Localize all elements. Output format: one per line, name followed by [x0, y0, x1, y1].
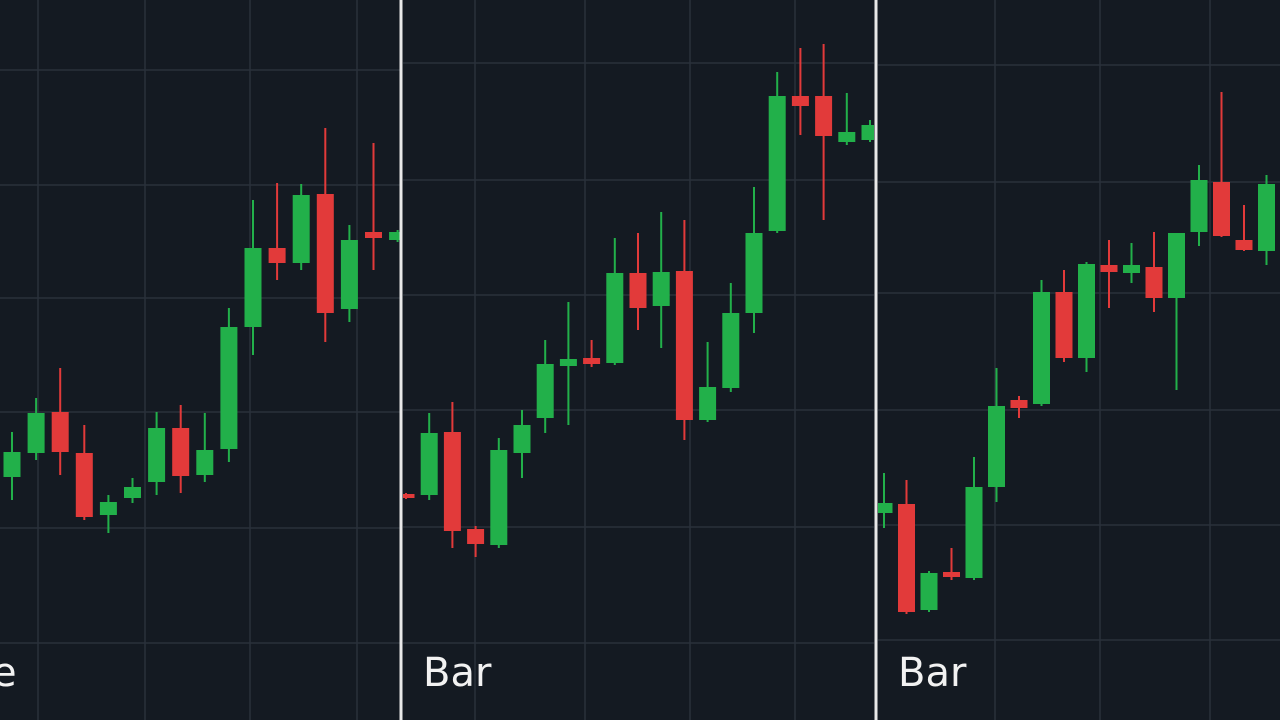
panel-label: e: [0, 650, 17, 696]
candle-body: [268, 248, 286, 263]
candlestick-panel: Bar: [878, 0, 1280, 720]
candle-body: [365, 232, 382, 238]
candle-body: [652, 272, 670, 306]
candle-body: [1213, 182, 1230, 236]
candlestick-panel: e: [0, 0, 400, 720]
candle-body: [838, 132, 856, 142]
panel-label: Bar: [898, 650, 967, 696]
candle-body: [27, 413, 45, 453]
candle-body: [443, 432, 461, 531]
candle-body: [745, 233, 763, 313]
candle-body: [1190, 180, 1208, 232]
candle-body: [1055, 292, 1073, 358]
candle-body: [722, 313, 740, 388]
candle-body: [172, 428, 190, 476]
candle-body: [629, 273, 647, 308]
candle-body: [1258, 184, 1275, 251]
candle-body: [513, 425, 531, 453]
candle-body: [791, 96, 809, 106]
candle-body: [878, 503, 893, 513]
candle-body: [920, 573, 938, 610]
candle-body: [420, 433, 438, 495]
candle-body: [606, 273, 624, 363]
candle-body: [1235, 240, 1253, 250]
candle-body: [99, 502, 117, 515]
candle-body: [943, 572, 960, 577]
candle-body: [583, 358, 601, 364]
candle-body: [148, 428, 166, 482]
candle-body: [467, 529, 485, 544]
candle-body: [675, 271, 693, 420]
panel-label: Bar: [423, 650, 492, 696]
candle-body: [51, 412, 69, 452]
candle-body: [196, 450, 214, 475]
candle-body: [1100, 265, 1118, 272]
candle-body: [292, 195, 310, 263]
candle-body: [988, 406, 1005, 487]
candle-body: [220, 327, 238, 449]
candle-body: [3, 452, 21, 477]
candle-body: [861, 125, 874, 140]
candle-body: [490, 450, 508, 545]
candle-body: [815, 96, 833, 136]
candle-body: [1078, 264, 1095, 358]
candle-body: [389, 232, 400, 240]
candle-body: [124, 487, 141, 498]
candle-body: [965, 487, 983, 578]
candle-body: [403, 494, 415, 498]
candle-body: [340, 240, 358, 309]
candlestick-panel: Bar: [403, 0, 874, 720]
candle-body: [316, 194, 334, 313]
candle-body: [1123, 265, 1140, 273]
candle-body: [1033, 292, 1050, 404]
candle-body: [536, 364, 554, 418]
candle-body: [768, 96, 786, 231]
candle-body: [1168, 233, 1185, 298]
candle-body: [898, 504, 915, 612]
candle-body: [1010, 400, 1028, 408]
candle-body: [75, 453, 93, 517]
candle-body: [1145, 267, 1163, 298]
candle-body: [559, 359, 577, 366]
candle-body: [699, 387, 717, 420]
candle-body: [244, 248, 262, 327]
